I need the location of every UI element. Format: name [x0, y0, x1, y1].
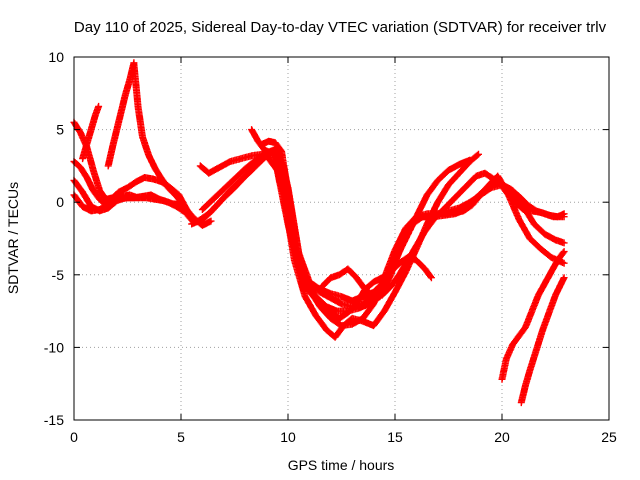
series-track-13 [258, 137, 435, 322]
chart-title: Day 110 of 2025, Sidereal Day-to-day VTE… [74, 19, 607, 36]
series-markers [130, 60, 215, 229]
data-marks [70, 59, 568, 407]
x-tick-label: 10 [280, 429, 296, 445]
y-tick-label: 10 [48, 49, 64, 65]
series-track-15 [434, 172, 568, 221]
grid-lines [74, 57, 609, 420]
x-tick-label: 5 [177, 429, 185, 445]
series-markers [104, 59, 138, 170]
series-markers [498, 248, 568, 383]
x-axis-title: GPS time / hours [288, 457, 395, 473]
series-markers [434, 172, 568, 221]
x-axis: 0 5 10 15 20 25 [70, 57, 617, 445]
series-markers [517, 274, 568, 407]
x-tick-label: 25 [601, 429, 617, 445]
series-track-17 [517, 274, 568, 407]
series-track-16 [498, 248, 568, 383]
y-axis: -15 -10 -5 0 5 10 [44, 49, 609, 428]
x-tick-label: 15 [387, 429, 403, 445]
y-tick-label: 0 [56, 194, 64, 210]
series-markers [258, 137, 435, 322]
y-axis-title: SDTVAR / TECUs [5, 182, 21, 294]
y-tick-label: -10 [44, 339, 64, 355]
plot-frame [73, 56, 610, 421]
series-markers [79, 102, 103, 163]
y-tick-label: 5 [56, 122, 64, 138]
x-tick-label: 20 [494, 429, 510, 445]
y-tick-label: -5 [52, 267, 65, 283]
series-track-3 [104, 59, 138, 170]
y-tick-label: -15 [44, 412, 64, 428]
x-tick-label: 0 [70, 429, 78, 445]
series-track-2 [79, 102, 103, 163]
series-track-4 [130, 60, 215, 229]
